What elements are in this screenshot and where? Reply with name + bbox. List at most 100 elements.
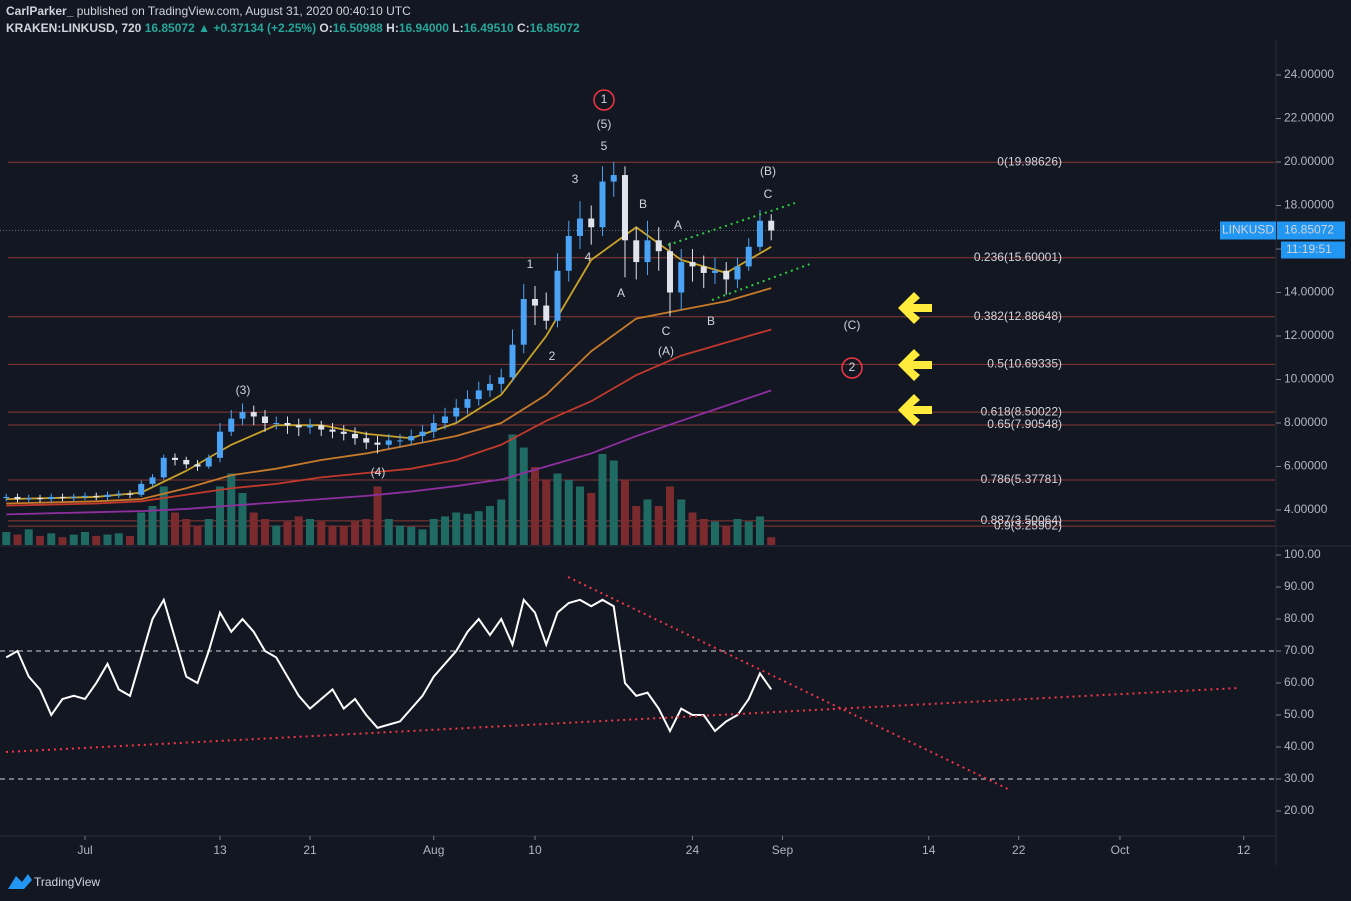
volume-bar xyxy=(215,486,224,545)
volume-bar xyxy=(418,529,427,545)
x-tick-label: Oct xyxy=(1111,843,1130,857)
volume-bar xyxy=(609,460,618,545)
x-tick-label: Aug xyxy=(423,843,444,857)
volume-bar xyxy=(452,512,461,545)
candle-body xyxy=(340,431,347,434)
candle-body xyxy=(644,240,651,263)
fib-label: 0.9(3.25902) xyxy=(994,518,1062,532)
candle-body xyxy=(284,423,291,426)
candle-body xyxy=(486,383,493,391)
volume-bar xyxy=(542,480,551,545)
candle-body xyxy=(655,240,662,252)
candle-body xyxy=(565,235,572,271)
candle-body xyxy=(48,496,55,500)
fib-label: 0(19.98626) xyxy=(997,154,1062,168)
candle-body xyxy=(441,416,448,424)
candle-body xyxy=(509,344,516,378)
volume-bar xyxy=(47,533,56,545)
moving-average xyxy=(6,389,772,516)
candle-body xyxy=(520,299,527,345)
volume-bar xyxy=(440,516,449,545)
ohlc-key: H: xyxy=(386,21,399,35)
y-tick-label: 60.00 xyxy=(1284,675,1314,689)
y-tick-label: 20.00000 xyxy=(1284,154,1334,168)
volume-bar xyxy=(564,480,573,545)
fib-label: 0.786(5.37781) xyxy=(981,472,1062,486)
candle-body xyxy=(464,399,471,408)
volume-bar xyxy=(103,534,112,545)
symbol: KRAKEN:LINKUSD, 720 xyxy=(6,21,142,35)
ohlc-value: 16.50988 xyxy=(333,21,383,35)
candle-body xyxy=(531,299,538,306)
y-tick-label: 12.00000 xyxy=(1284,328,1334,342)
volume-bar xyxy=(733,519,742,545)
annotation: A xyxy=(674,218,682,232)
volume-bar xyxy=(170,512,179,545)
ohlc-key: C: xyxy=(517,21,530,35)
candle-body xyxy=(250,412,257,417)
volume-bar xyxy=(283,521,292,545)
volume-bar xyxy=(575,486,584,545)
volume-bar xyxy=(13,534,22,545)
volume-bar xyxy=(643,499,652,545)
candle-body xyxy=(261,416,268,424)
annotation: 3 xyxy=(572,172,579,186)
arrows xyxy=(898,292,932,426)
volume-bar xyxy=(204,519,213,545)
volume-bar xyxy=(137,512,146,545)
fib-label: 0.236(15.60001) xyxy=(974,250,1062,264)
x-tick-label: 14 xyxy=(922,843,936,857)
brand: TradingView xyxy=(34,875,100,889)
volume-bar xyxy=(553,473,562,545)
candle-body xyxy=(363,438,370,443)
volume-bar xyxy=(744,521,753,545)
candle-body xyxy=(82,495,89,497)
y-tick-label: 100.00 xyxy=(1284,547,1321,561)
candle-body xyxy=(228,418,235,432)
candle-body xyxy=(430,423,437,432)
price-tag xyxy=(1277,221,1345,240)
candle-body xyxy=(306,425,313,428)
x-tick-label: 13 xyxy=(213,843,227,857)
fib-label: 0.5(10.69335) xyxy=(987,357,1062,371)
moving-average xyxy=(6,328,772,507)
candle-body xyxy=(385,440,392,445)
annotation: C xyxy=(662,324,671,338)
annotation-circle xyxy=(593,89,615,111)
candle-body xyxy=(183,459,190,465)
volume-bar xyxy=(227,473,236,545)
candle-body xyxy=(138,483,145,495)
candle-body xyxy=(351,433,358,439)
volume-bar xyxy=(632,506,641,545)
volume-bar xyxy=(395,525,404,545)
volume-bar xyxy=(767,537,776,545)
y-tick-label: 40.00 xyxy=(1284,739,1314,753)
candle-body xyxy=(160,457,167,478)
volume-bar xyxy=(58,537,67,545)
candle-body xyxy=(666,251,673,293)
volume-bar xyxy=(69,534,78,545)
annotation: (3) xyxy=(236,383,251,397)
candle-body xyxy=(239,412,246,419)
symbol-tag xyxy=(1220,221,1276,240)
y-tick-label: 18.00000 xyxy=(1284,198,1334,212)
volume-bar xyxy=(350,521,359,545)
volume-bar xyxy=(81,532,90,545)
volume-bar xyxy=(429,519,438,545)
volume-bar xyxy=(755,516,764,545)
y-tick-label: 8.00000 xyxy=(1284,415,1328,429)
volume-bar xyxy=(722,525,731,545)
volume-bar xyxy=(238,493,247,545)
candle-body xyxy=(723,270,730,280)
published: published on TradingView.com, August 31,… xyxy=(77,4,411,18)
volume-bar xyxy=(339,525,348,545)
volume-bar xyxy=(2,532,11,545)
candle-body xyxy=(734,266,741,280)
annotation: (A) xyxy=(658,344,674,358)
fib-label: 0.382(12.88648) xyxy=(974,309,1062,323)
candle-body xyxy=(93,495,100,497)
x-tick-label: 10 xyxy=(528,843,542,857)
annotation: 1 xyxy=(527,257,534,271)
candle-body xyxy=(374,442,381,445)
